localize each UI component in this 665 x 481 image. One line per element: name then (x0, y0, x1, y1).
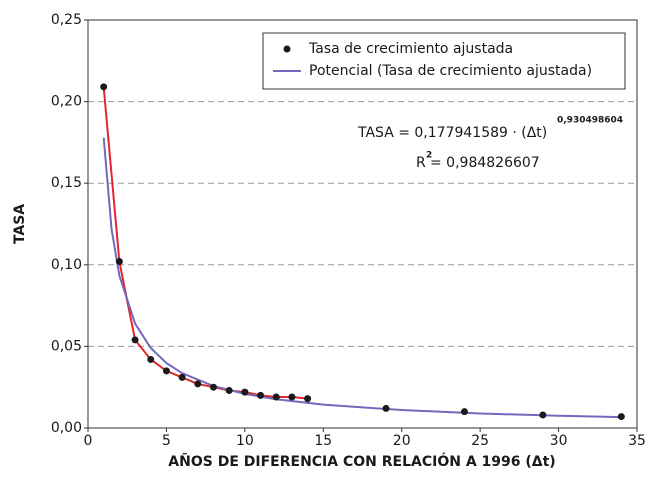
y-tick-label: 0,15 (51, 175, 82, 191)
y-axis-title: TASA (12, 204, 28, 244)
data-point (539, 411, 547, 419)
data-point (617, 413, 625, 421)
data-point (272, 393, 280, 401)
x-tick-label: 0 (84, 433, 93, 449)
x-axis-title: AÑOS DE DIFERENCIA CON RELACIÓN A 1996 (… (168, 452, 555, 470)
data-point (131, 336, 139, 344)
r2-symbol: R (416, 155, 426, 171)
x-tick-label: 35 (628, 433, 646, 449)
x-tick-label: 20 (393, 433, 411, 449)
series-line (102, 86, 308, 400)
data-point (382, 404, 390, 412)
legend-marker (283, 45, 291, 53)
y-tick-label: 0,25 (51, 12, 82, 28)
r2-value: = 0,984826607 (430, 155, 540, 171)
data-point (304, 395, 312, 403)
x-tick-label: 10 (236, 433, 254, 449)
y-tick-label: 0,00 (51, 420, 82, 436)
data-point (460, 408, 468, 416)
equation-exponent: 0,930498604 (557, 116, 623, 126)
x-tick-label: 5 (162, 433, 171, 449)
legend-label: Tasa de crecimiento ajustada (308, 41, 513, 57)
x-tick-label: 15 (314, 433, 332, 449)
data-point (162, 367, 170, 375)
legend-label: Potencial (Tasa de crecimiento ajustada) (309, 63, 592, 79)
data-point (178, 373, 186, 381)
x-tick-label: 25 (471, 433, 489, 449)
data-point (100, 83, 108, 91)
data-point (241, 388, 249, 396)
data-point (225, 386, 233, 394)
data-point (209, 383, 217, 391)
r2-exponent: 2 (426, 151, 432, 161)
x-tick-label: 30 (550, 433, 568, 449)
data-point (257, 391, 265, 399)
data-point (115, 258, 123, 266)
y-tick-label: 0,10 (51, 257, 82, 273)
data-point (147, 355, 155, 363)
y-tick-label: 0,20 (51, 94, 82, 110)
equation: TASA = 0,177941589 · (Δt) (357, 125, 547, 141)
y-tick-label: 0,05 (51, 338, 82, 354)
data-point (288, 393, 296, 401)
legend-box (262, 32, 626, 90)
data-point (194, 380, 202, 388)
plot-border (87, 19, 638, 429)
